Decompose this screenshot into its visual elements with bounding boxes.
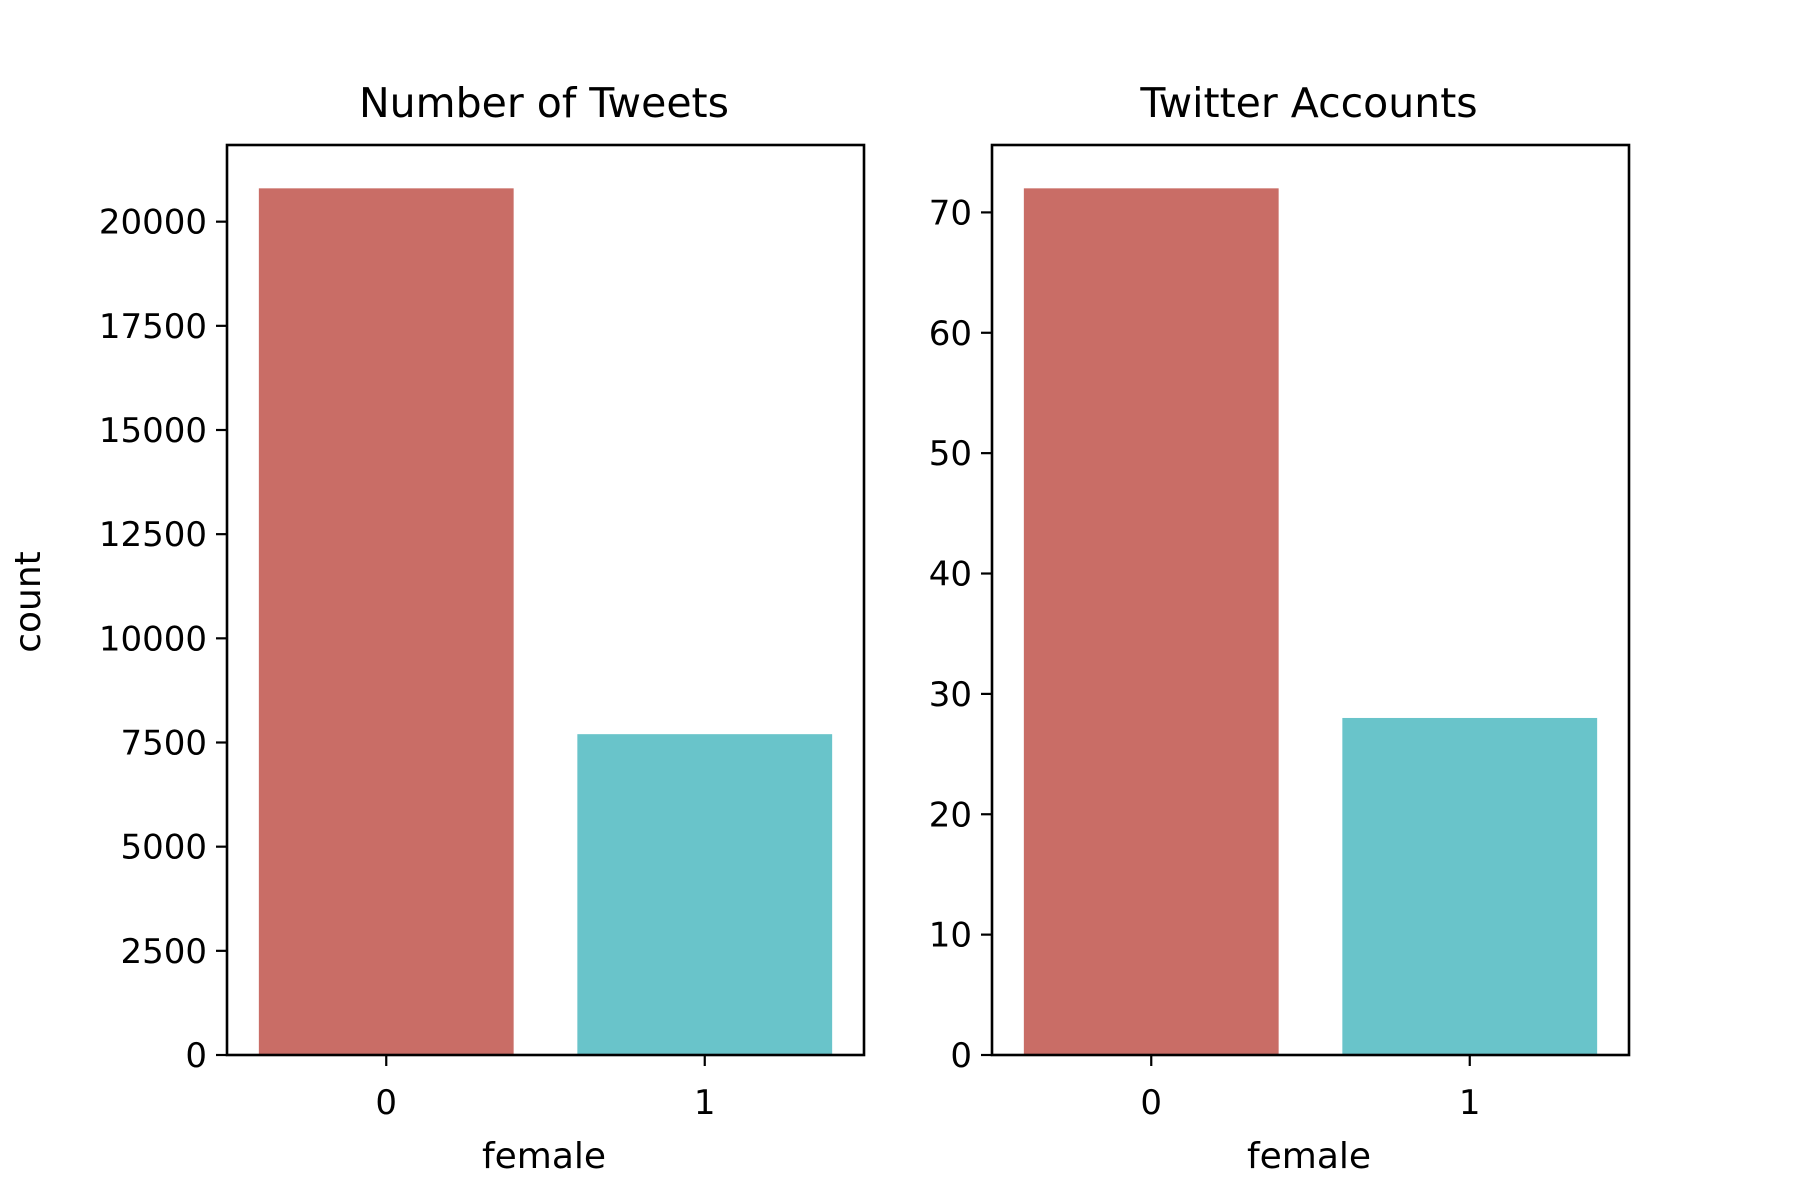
x-axis-label: female — [482, 1136, 606, 1177]
bar-1 — [577, 734, 833, 1055]
y-tick-label: 0 — [950, 1036, 972, 1076]
y-tick-label: 15000 — [99, 411, 207, 451]
y-tick-label: 0 — [185, 1036, 207, 1076]
bar-0 — [258, 188, 514, 1056]
chart-panel-number-of-tweets: Number of Tweets female count 0 1 0 2500 500… — [8, 79, 866, 1177]
y-tick-label: 2500 — [120, 932, 207, 972]
y-tick-label: 20000 — [99, 203, 207, 243]
x-tick-label: 0 — [375, 1083, 397, 1123]
chart-title: Twitter Accounts — [1139, 79, 1477, 127]
y-tick-label: 60 — [929, 314, 972, 354]
x-tick-label: 1 — [694, 1083, 716, 1123]
y-tick-label: 7500 — [120, 724, 207, 764]
y-tick-label: 70 — [929, 193, 972, 233]
y-tick-label: 10000 — [99, 619, 207, 659]
bar-0 — [1023, 188, 1279, 1056]
axes-frame — [225, 143, 866, 1057]
y-tick-label: 5000 — [120, 828, 207, 868]
bar-1 — [1342, 717, 1598, 1055]
y-axis-label: count — [8, 551, 49, 653]
y-tick-label: 50 — [929, 434, 972, 474]
chart-title: Number of Tweets — [359, 79, 729, 127]
y-tick-label: 30 — [929, 675, 972, 715]
y-tick-label: 12500 — [99, 515, 207, 555]
axes-frame — [990, 143, 1631, 1057]
y-tick-label: 10 — [929, 916, 972, 956]
x-tick-label: 1 — [1459, 1083, 1481, 1123]
chart-panel-twitter-accounts: Twitter Accounts female 0 101020304050607… — [929, 79, 1631, 1177]
y-tick-label: 40 — [929, 555, 972, 595]
x-tick-label: 0 — [1140, 1083, 1162, 1123]
y-tick-label: 17500 — [99, 307, 207, 347]
y-tick-label: 20 — [929, 795, 972, 835]
x-axis-label: female — [1247, 1136, 1371, 1177]
